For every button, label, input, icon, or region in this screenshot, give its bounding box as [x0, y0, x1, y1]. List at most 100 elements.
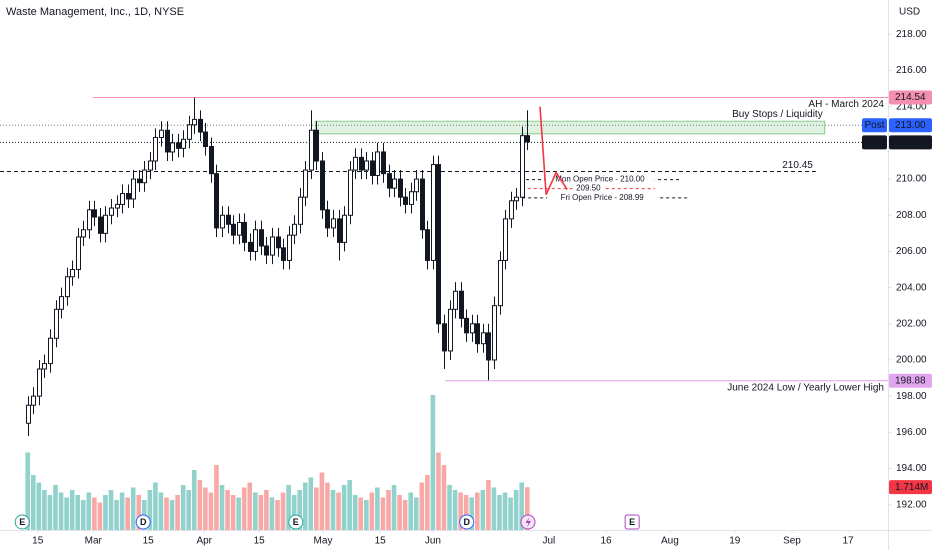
- event-icon[interactable]: E: [624, 514, 640, 530]
- candle-body: [364, 160, 369, 171]
- volume-bar: [358, 497, 364, 530]
- candle-body: [276, 236, 281, 249]
- candle-body: [187, 124, 192, 140]
- volume-bar: [153, 482, 158, 530]
- y-tick-label: 210.00: [896, 174, 927, 185]
- volume-bar: [458, 492, 463, 530]
- candle-body: [453, 290, 458, 310]
- candle-body: [398, 178, 403, 198]
- candle-body: [26, 404, 31, 424]
- event-icon[interactable]: E: [14, 514, 30, 530]
- volume-bar: [86, 492, 92, 530]
- candle-body: [375, 151, 380, 176]
- volume-bar: [203, 487, 208, 530]
- price-tag: [862, 135, 887, 150]
- x-tick-label: 15: [254, 536, 266, 547]
- volume-bar: [441, 465, 447, 530]
- event-icon[interactable]: E: [288, 514, 304, 530]
- currency: USD: [899, 7, 920, 18]
- volume-bar: [419, 482, 425, 530]
- y-tick-label: 216.00: [896, 65, 927, 76]
- price-tag-label: WM: [866, 137, 884, 148]
- volume-bar: [53, 485, 58, 530]
- dividend-split-icon[interactable]: [520, 514, 536, 530]
- volume-bar: [58, 492, 64, 530]
- event-shape[interactable]: [14, 514, 30, 530]
- y-tick-label: 204.00: [896, 282, 927, 293]
- volume-bar: [480, 490, 486, 530]
- volume-bar: [64, 497, 69, 530]
- volume-bar: [197, 480, 203, 530]
- price-badge-label: 213.00: [895, 120, 926, 131]
- volume-bar: [180, 485, 186, 530]
- ticks: 192.00 194.00 196.00 198.00 200.00 202.00 204.…: [32, 29, 927, 547]
- volume-bar: [280, 492, 286, 530]
- candle-body: [153, 136, 158, 162]
- volume-bar: [169, 500, 175, 530]
- event-label: D: [140, 517, 147, 527]
- volume-bar: [397, 495, 402, 530]
- candle-body: [325, 209, 330, 229]
- volume: [25, 395, 530, 530]
- event-label: E: [293, 517, 299, 527]
- event-shape[interactable]: [624, 514, 640, 530]
- volume-bar: [25, 452, 31, 530]
- y-tick-label: 194.00: [896, 463, 927, 474]
- candle-body: [503, 218, 508, 261]
- volume-bar: [314, 487, 319, 530]
- candle-body: [387, 173, 392, 189]
- event-icon[interactable]: D: [459, 514, 475, 530]
- volume-bar: [469, 497, 475, 530]
- volume-bar: [186, 490, 191, 530]
- candle-body: [214, 173, 219, 229]
- volume-bar: [524, 487, 530, 530]
- volume-bar: [291, 495, 297, 530]
- candle-body: [486, 332, 491, 361]
- candle-body: [159, 129, 164, 138]
- volume-bar: [413, 497, 419, 530]
- level-label: Mon Open Price - 210.00: [555, 175, 645, 184]
- candle-body: [37, 368, 42, 397]
- event-shape[interactable]: [135, 514, 151, 530]
- volume-bar: [436, 452, 441, 530]
- y-tick-label: 214.00: [896, 101, 927, 112]
- volume-bar: [364, 500, 369, 530]
- volume-bar: [519, 482, 524, 530]
- candle-body: [309, 129, 314, 171]
- candle-body: [148, 160, 153, 171]
- level-label: 209.50: [576, 184, 601, 193]
- liquidity-zone: [314, 120, 826, 135]
- candle-body: [181, 138, 186, 149]
- volume-bar: [447, 485, 452, 530]
- candle-body: [220, 214, 225, 229]
- level-label: AH - March 2024: [808, 99, 884, 110]
- y-tick-label: 202.00: [896, 318, 927, 329]
- volume-bar: [408, 492, 413, 530]
- volume-bar: [386, 490, 391, 530]
- candle-body: [431, 164, 436, 261]
- candle-body: [409, 191, 414, 205]
- event-shape[interactable]: [288, 514, 304, 530]
- price-badge-label: 214.54: [895, 92, 926, 103]
- volume-bar: [119, 492, 125, 530]
- candle-body: [192, 118, 197, 126]
- volume-bar: [75, 495, 80, 530]
- event-icon[interactable]: D: [135, 514, 151, 530]
- candle-body: [165, 129, 170, 153]
- candle-body: [170, 142, 175, 153]
- volume-bar: [80, 500, 86, 530]
- volume-bar: [475, 492, 480, 530]
- x-tick-label: 15: [143, 536, 155, 547]
- candle-body: [498, 259, 503, 307]
- candle-body: [176, 142, 181, 149]
- candle-body: [48, 337, 53, 365]
- candle-body: [370, 160, 375, 176]
- candle-body: [253, 229, 258, 252]
- level-label-bg: [545, 174, 655, 185]
- candle-body: [348, 169, 353, 216]
- event-shape[interactable]: [459, 514, 475, 530]
- volume-bar: [108, 490, 114, 530]
- candle-body: [54, 308, 59, 339]
- candle-body: [242, 221, 247, 243]
